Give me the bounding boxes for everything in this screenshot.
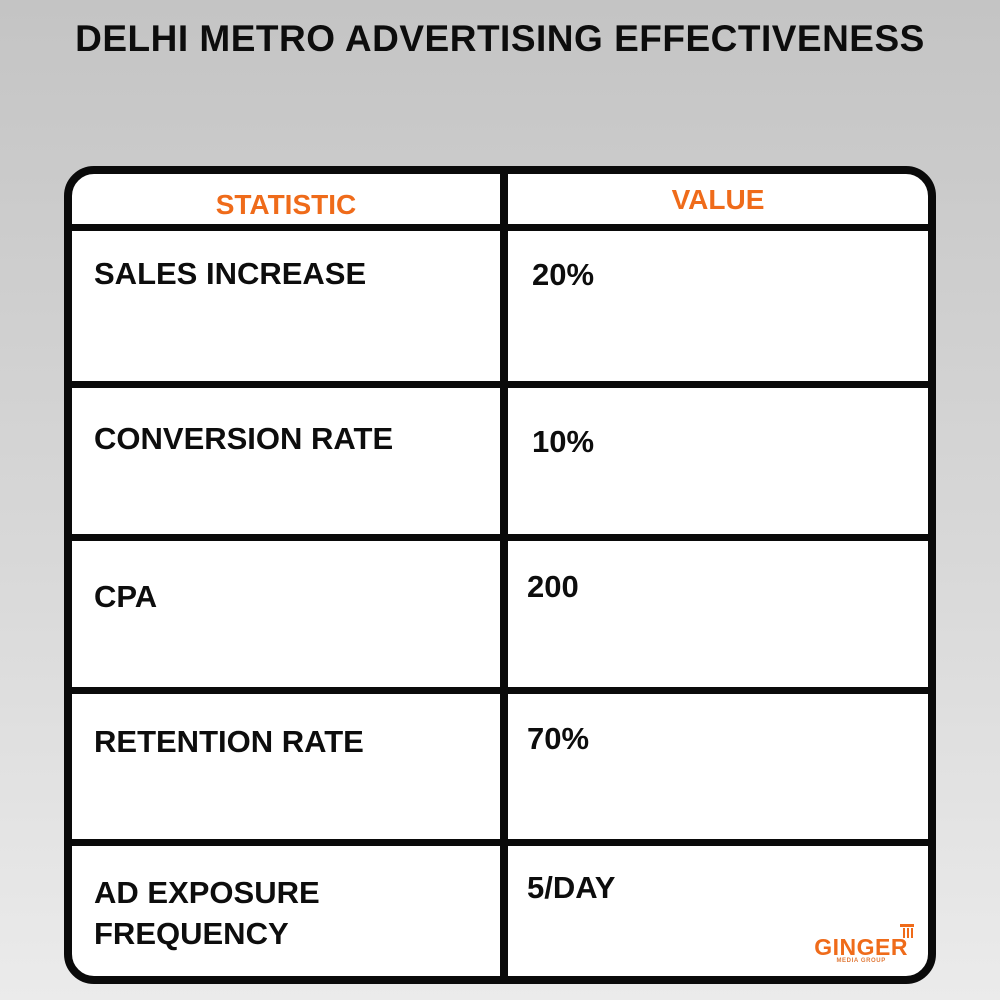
statistic-cell: CPA [94, 579, 158, 614]
value-cell: 200 [527, 569, 579, 604]
statistics-table: STATISTIC VALUE SALES INCREASE 20% CONVE… [64, 166, 936, 984]
ginger-media-group-logo: GINGER MEDIA GROUP [814, 924, 914, 964]
table-header-row: STATISTIC VALUE [72, 174, 928, 224]
statistic-cell: AD EXPOSURE FREQUENCY [94, 875, 320, 951]
value-cell: 20% [532, 257, 595, 292]
statistic-cell: CONVERSION RATE [94, 421, 394, 456]
value-cell: 70% [527, 721, 590, 756]
table-row: CONVERSION RATE 10% [72, 381, 928, 534]
statistic-cell: SALES INCREASE [94, 256, 367, 291]
logo-name: GINGER [814, 934, 908, 960]
table-row: CPA 200 [72, 534, 928, 687]
logo-tagline: MEDIA GROUP [836, 958, 886, 964]
column-divider [500, 174, 508, 976]
table-row: AD EXPOSURE FREQUENCY 5/DAY GINGER MEDIA… [72, 839, 928, 976]
header-value: VALUE [671, 184, 765, 215]
value-cell: 5/DAY [527, 870, 616, 905]
table-row: RETENTION RATE 70% [72, 687, 928, 839]
statistic-cell: RETENTION RATE [94, 724, 364, 759]
page-title: DELHI METRO ADVERTISING EFFECTIVENESS [75, 18, 925, 59]
header-statistic: STATISTIC [215, 189, 357, 220]
value-cell: 10% [532, 424, 595, 459]
table-row: SALES INCREASE 20% [72, 224, 928, 381]
logo-mark-icon [900, 924, 914, 938]
